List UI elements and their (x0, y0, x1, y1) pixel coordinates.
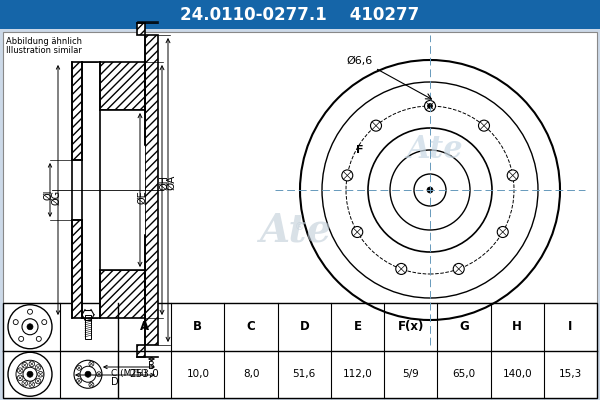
Circle shape (22, 362, 28, 368)
Text: G: G (459, 320, 469, 333)
Text: ®: ® (295, 222, 305, 232)
Circle shape (35, 365, 41, 370)
Text: 10,0: 10,0 (187, 369, 209, 379)
Circle shape (507, 170, 518, 181)
Circle shape (352, 226, 363, 238)
Circle shape (27, 371, 33, 377)
FancyBboxPatch shape (85, 315, 91, 339)
FancyBboxPatch shape (72, 62, 82, 160)
Text: C: C (247, 320, 256, 333)
Circle shape (77, 365, 82, 370)
Text: E: E (353, 320, 361, 333)
Text: Ate: Ate (259, 211, 331, 249)
Circle shape (28, 309, 32, 314)
Text: 8,0: 8,0 (243, 369, 259, 379)
Text: Abbildung ähnlich: Abbildung ähnlich (6, 37, 82, 46)
Circle shape (97, 372, 101, 377)
FancyBboxPatch shape (100, 110, 145, 270)
Text: I: I (568, 320, 572, 333)
Circle shape (414, 174, 446, 206)
Text: ØE: ØE (137, 190, 147, 204)
Circle shape (342, 170, 353, 181)
FancyBboxPatch shape (0, 0, 600, 29)
Circle shape (427, 104, 433, 108)
Text: 51,6: 51,6 (293, 369, 316, 379)
FancyBboxPatch shape (137, 345, 145, 357)
Circle shape (29, 361, 35, 367)
Text: 65,0: 65,0 (452, 369, 476, 379)
Text: B: B (193, 320, 202, 333)
Circle shape (37, 336, 41, 341)
FancyBboxPatch shape (100, 62, 145, 110)
Circle shape (478, 120, 490, 131)
Circle shape (497, 226, 508, 238)
FancyBboxPatch shape (137, 23, 145, 35)
Text: 112,0: 112,0 (343, 369, 373, 379)
Text: F: F (356, 145, 364, 155)
Text: Ate: Ate (407, 134, 463, 166)
Circle shape (27, 324, 33, 330)
Text: 15,3: 15,3 (559, 369, 582, 379)
Text: ØI: ØI (43, 190, 53, 200)
Text: D: D (111, 377, 119, 387)
Text: B: B (148, 361, 155, 371)
FancyBboxPatch shape (145, 35, 158, 345)
Text: H: H (512, 320, 522, 333)
Text: ØA: ØA (166, 175, 176, 190)
Circle shape (22, 380, 28, 386)
Circle shape (396, 264, 407, 274)
Circle shape (371, 120, 382, 131)
Text: A: A (140, 320, 149, 333)
Circle shape (17, 375, 23, 381)
Text: ØH: ØH (159, 175, 169, 190)
Text: Ø6,6: Ø6,6 (347, 56, 373, 66)
Circle shape (425, 100, 436, 112)
FancyBboxPatch shape (100, 270, 145, 318)
Circle shape (38, 372, 43, 377)
FancyBboxPatch shape (72, 220, 82, 318)
Circle shape (77, 378, 82, 383)
Text: Illustration similar: Illustration similar (6, 46, 82, 55)
Circle shape (89, 382, 94, 387)
Text: ØG: ØG (51, 190, 61, 205)
Text: 24.0110-0277.1    410277: 24.0110-0277.1 410277 (181, 6, 419, 24)
Text: 253,0: 253,0 (130, 369, 160, 379)
Circle shape (453, 264, 464, 274)
Circle shape (35, 378, 41, 384)
Circle shape (17, 368, 23, 374)
Circle shape (19, 336, 23, 341)
Text: 5/9: 5/9 (403, 369, 419, 379)
Text: F(x): F(x) (398, 320, 424, 333)
Text: D: D (299, 320, 309, 333)
FancyBboxPatch shape (3, 32, 597, 303)
Circle shape (427, 187, 433, 193)
Circle shape (89, 361, 94, 366)
Circle shape (85, 371, 91, 377)
Text: C (MTH): C (MTH) (111, 369, 147, 378)
Circle shape (13, 320, 18, 325)
Text: 140,0: 140,0 (502, 369, 532, 379)
FancyBboxPatch shape (3, 303, 597, 398)
Circle shape (42, 320, 47, 325)
Circle shape (29, 382, 35, 387)
